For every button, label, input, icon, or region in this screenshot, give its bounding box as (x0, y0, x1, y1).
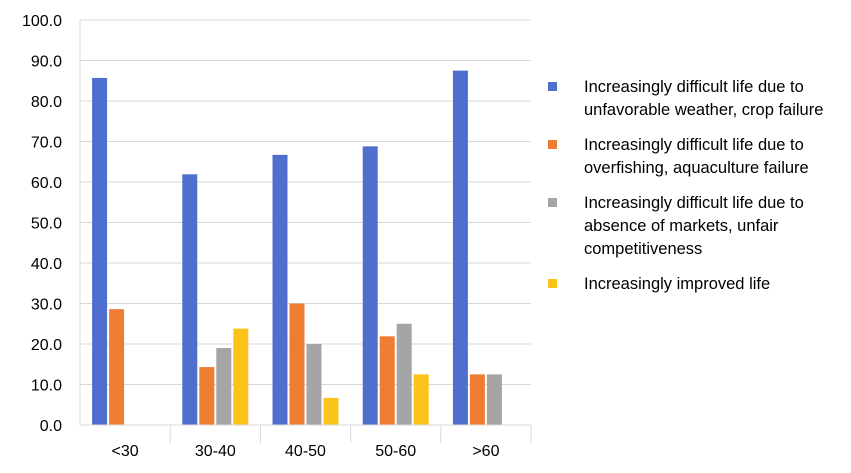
bar (182, 174, 198, 425)
bar (323, 397, 339, 425)
y-tick-label: 50.0 (31, 216, 62, 233)
bar (233, 328, 249, 425)
legend: Increasingly difficult life due to unfav… (548, 76, 848, 308)
y-tick-label: 10.0 (31, 378, 62, 395)
bars (92, 70, 502, 426)
y-tick-label: 60.0 (31, 175, 62, 192)
x-tick-label: 50-60 (375, 443, 416, 460)
legend-swatch (548, 82, 557, 91)
y-tick-label: 40.0 (31, 256, 62, 273)
y-tick-label: 70.0 (31, 135, 62, 152)
x-tick-label: 30-40 (195, 443, 236, 460)
bar (109, 309, 125, 425)
x-tick-label: 40-50 (285, 443, 326, 460)
y-axis: 0.0 10.0 20.0 30.0 40.0 50.0 60.0 70.0 80.0 90.0 1… (22, 13, 62, 435)
bar (469, 374, 485, 425)
bar (452, 70, 468, 425)
legend-item: Increasingly difficult life due to absen… (548, 192, 848, 261)
x-tick-label: >60 (472, 443, 499, 460)
legend-item: Increasingly improved life (548, 273, 848, 296)
bar (289, 303, 305, 425)
bar (199, 367, 215, 425)
legend-swatch (548, 198, 557, 207)
legend-label: Increasingly difficult life due to overf… (584, 136, 809, 177)
bar (272, 154, 288, 426)
bar (413, 374, 429, 425)
y-tick-label: 100.0 (22, 13, 62, 30)
legend-label: Increasingly difficult life due to absen… (584, 194, 804, 258)
y-tick-label: 90.0 (31, 54, 62, 71)
x-tick-label: <30 (112, 443, 139, 460)
y-tick-label: 80.0 (31, 94, 62, 111)
bar (396, 323, 412, 425)
bar (379, 336, 395, 425)
bar (486, 374, 502, 425)
y-tick-label: 30.0 (31, 297, 62, 314)
legend-item: Increasingly difficult life due to overf… (548, 134, 848, 180)
gridlines (79, 19, 532, 443)
legend-item: Increasingly difficult life due to unfav… (548, 76, 848, 122)
legend-label: Increasingly difficult life due to unfav… (584, 78, 824, 119)
legend-label: Increasingly improved life (584, 275, 771, 293)
bar (216, 348, 232, 425)
legend-swatch (548, 140, 557, 149)
x-axis: <30 30-40 40-50 50-60 >60 (80, 424, 531, 460)
bar (92, 77, 108, 425)
bar (362, 146, 378, 426)
y-tick-label: 0.0 (40, 418, 62, 435)
legend-swatch (548, 279, 557, 288)
y-tick-label: 20.0 (31, 337, 62, 354)
bar (306, 344, 322, 425)
bar-chart: 0.0 10.0 20.0 30.0 40.0 50.0 60.0 70.0 80.0 90.0 1… (22, 13, 532, 460)
